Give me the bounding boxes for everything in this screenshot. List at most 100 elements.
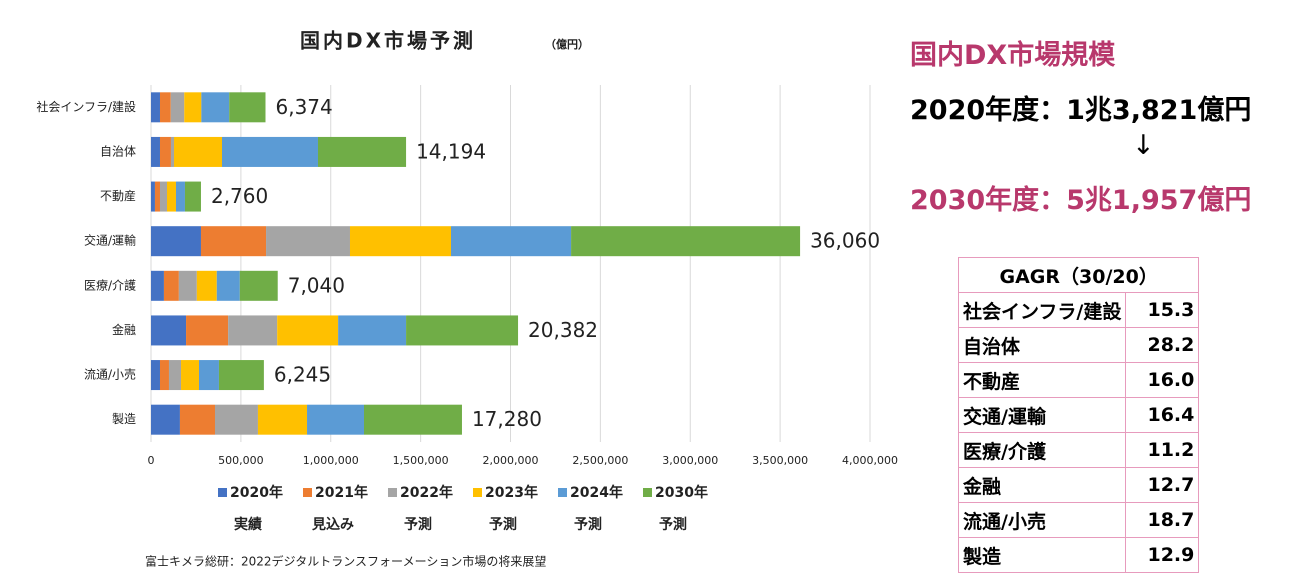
legend-note: 予測	[489, 516, 517, 533]
bar-segment	[338, 315, 407, 346]
bar-segment	[178, 270, 197, 301]
table-category: 流通/小売	[957, 502, 1127, 538]
legend-swatch	[558, 488, 567, 497]
legend-label: 2024年	[570, 484, 623, 501]
x-tick-label: 500,000	[218, 454, 264, 467]
table-value: 11.2	[1125, 432, 1200, 468]
bar-segment	[151, 136, 160, 167]
table-value: 16.4	[1125, 397, 1200, 433]
y-tick-label: 交通/運輸	[84, 233, 136, 248]
x-tick-label: 3,000,000	[662, 454, 718, 467]
bar-segment	[151, 404, 180, 435]
table-value: 12.7	[1125, 467, 1200, 503]
table-value: 18.7	[1125, 502, 1200, 538]
bar-segment	[317, 136, 407, 167]
bar-segment	[163, 270, 179, 301]
x-tick-label: 2,500,000	[572, 454, 628, 467]
total-label: 14,194	[416, 139, 486, 163]
summary-arrow: ↓	[1132, 130, 1155, 161]
x-tick-label: 0	[148, 454, 155, 467]
legend-note: 予測	[659, 516, 687, 533]
total-label: 2,760	[211, 184, 268, 208]
bar-segment	[228, 315, 278, 346]
table-category: 交通/運輸	[957, 397, 1127, 433]
table-row: 社会インフラ/建設 15.3	[957, 292, 1200, 328]
y-tick-label: 社会インフラ/建設	[36, 99, 136, 114]
bar-segment	[266, 226, 350, 257]
bar-segment	[170, 136, 175, 167]
bar-segment	[216, 270, 240, 301]
table-value: 12.9	[1125, 537, 1200, 573]
table-row: 自治体 28.2	[957, 327, 1200, 363]
bar-segment	[364, 404, 462, 435]
table-row: 製造 12.9	[957, 537, 1200, 573]
bar-segment	[222, 136, 318, 167]
table-value: 15.3	[1125, 292, 1200, 328]
legend-label: 2030年	[655, 484, 708, 501]
y-tick-label: 医療/介護	[84, 277, 136, 292]
bar-segment	[151, 226, 201, 257]
table-row: 交通/運輸 16.4	[957, 397, 1200, 433]
legend-swatch	[643, 488, 652, 497]
bar-segment	[151, 92, 160, 123]
bar-segment	[198, 360, 219, 391]
bar-segment	[166, 181, 176, 212]
bar-segment	[196, 270, 217, 301]
bar-segment	[239, 270, 278, 301]
source: 富士キメラ総研：2022デジタルトランスフォーメーション市場の将来展望	[145, 554, 546, 569]
bar-segment	[257, 404, 308, 435]
bar-segment	[181, 360, 199, 391]
total-label: 6,374	[276, 95, 333, 119]
bar-segment	[175, 181, 185, 212]
table-category: 製造	[957, 537, 1127, 573]
bar-segment	[184, 92, 202, 123]
bar-segment	[451, 226, 572, 257]
table-row: 不動産 16.0	[957, 362, 1200, 398]
bar-segment	[159, 181, 167, 212]
table-header: GAGR（30/20）	[957, 257, 1200, 293]
total-label: 7,040	[288, 273, 345, 297]
legend-note: 見込み	[311, 516, 354, 533]
total-label: 6,245	[274, 363, 331, 387]
bar-segment	[214, 404, 258, 435]
bar-segment	[349, 226, 452, 257]
table-category: 金融	[957, 467, 1127, 503]
bar-segment	[174, 136, 223, 167]
legend-label: 2021年	[315, 484, 368, 501]
table-row: 医療/介護 11.2	[957, 432, 1200, 468]
legend-label: 2022年	[400, 484, 453, 501]
bar-segment	[229, 92, 266, 123]
table-row: 金融 12.7	[957, 467, 1200, 503]
x-tick-label: 2,000,000	[483, 454, 539, 467]
bar-segment	[168, 360, 182, 391]
legend-label: 2020年	[230, 484, 283, 501]
table-value: 16.0	[1125, 362, 1200, 398]
summary-2030: 2030年度：5兆1,957億円	[910, 185, 1252, 216]
y-tick-label: 製造	[112, 412, 136, 426]
x-tick-label: 4,000,000	[842, 454, 898, 467]
chart: 国内DX市場予測 （億円） 富士キメラ総研：2022デジタルトランスフォーメーシ…	[36, 29, 898, 569]
x-tick-label: 1,000,000	[303, 454, 359, 467]
x-tick-label: 1,500,000	[393, 454, 449, 467]
table-category: 不動産	[957, 362, 1127, 398]
bar-segment	[151, 315, 187, 346]
table-value: 28.2	[1125, 327, 1200, 363]
total-label: 20,382	[528, 318, 598, 342]
legend-swatch	[218, 488, 227, 497]
bar-segment	[406, 315, 519, 346]
bar-segment	[154, 181, 160, 212]
legend-note: 予測	[404, 516, 432, 533]
summary-2020: 2020年度：1兆3,821億円	[910, 95, 1252, 126]
bar-segment	[201, 92, 230, 123]
chart-subtitle: （億円）	[545, 37, 589, 51]
bar-segment	[277, 315, 339, 346]
bar-segment	[159, 360, 169, 391]
table-header-row: GAGR（30/20）	[957, 257, 1200, 293]
bar-segment	[307, 404, 365, 435]
y-tick-label: 自治体	[100, 144, 136, 158]
y-tick-label: 不動産	[100, 188, 136, 203]
bar-segment	[179, 404, 215, 435]
x-tick-label: 3,500,000	[752, 454, 808, 467]
chart-title: 国内DX市場予測	[300, 29, 476, 53]
